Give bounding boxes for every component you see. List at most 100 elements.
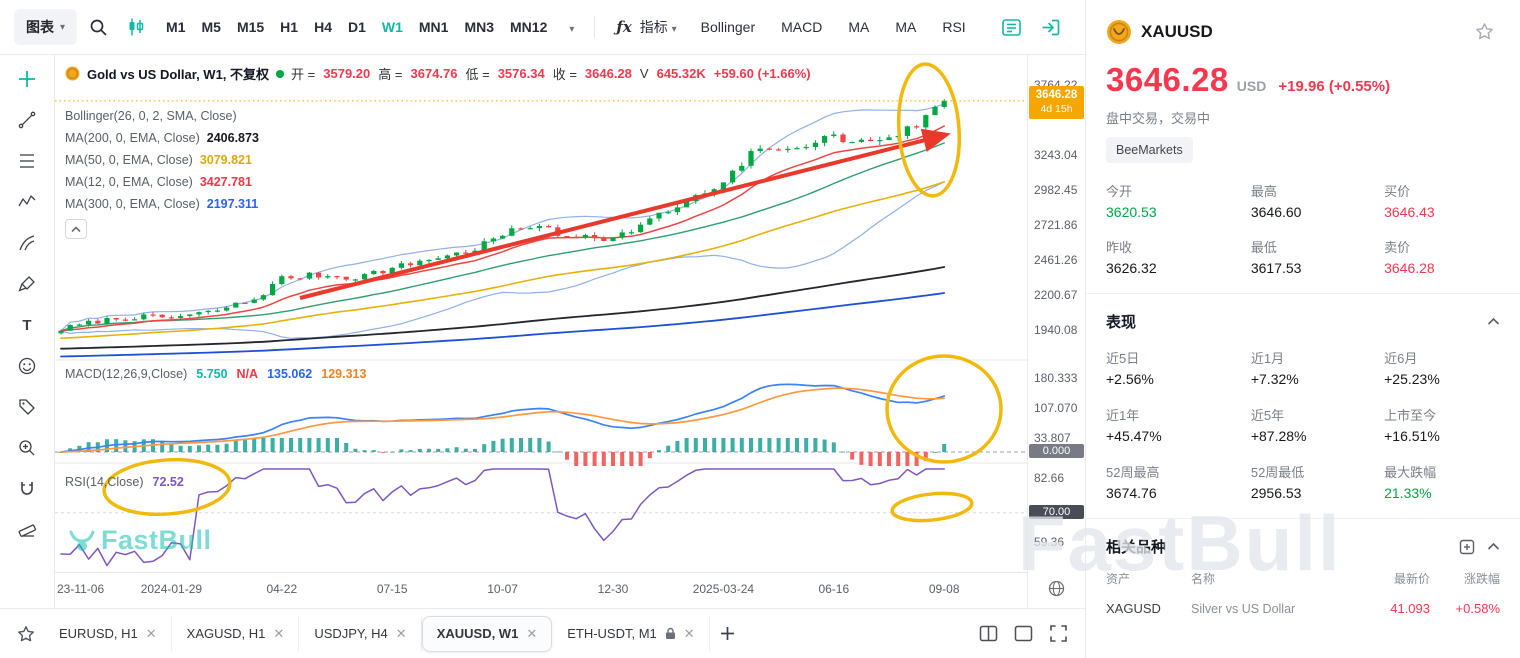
lock-icon	[665, 627, 676, 640]
performance-stat-value: +87.28%	[1250, 428, 1307, 444]
timeframe-m1[interactable]: M1	[158, 12, 193, 42]
axis-tick-label: 33.807	[1034, 431, 1071, 446]
performance-stat: 近6月 +25.23%	[1384, 348, 1500, 387]
axis-tick-label: 180.333	[1034, 370, 1078, 385]
favorites-star-icon[interactable]	[10, 618, 42, 650]
timeframe-mn1[interactable]: MN1	[411, 12, 457, 42]
tab-close-icon[interactable]: ✕	[526, 625, 538, 641]
indicators-button[interactable]: ƒx 指标 ▾	[607, 10, 685, 44]
toolbar-divider	[594, 16, 596, 38]
symbol-coin-icon	[1107, 19, 1131, 44]
performance-section-header[interactable]: 表现	[1106, 311, 1500, 332]
indicator-legend-row[interactable]: MA(12, 0, EMA, Close) 3427.781	[65, 171, 259, 193]
time-axis-label: 12-30	[597, 582, 629, 596]
performance-stat-value: +16.51%	[1384, 428, 1440, 444]
ohlc-value: +59.60 (+1.66%)	[713, 66, 811, 81]
time-axis-label: 06-16	[818, 582, 850, 596]
timeframe-d1[interactable]: D1	[340, 12, 374, 42]
legend-collapse-button[interactable]	[65, 219, 87, 239]
performance-stat-label: 52周最高	[1106, 465, 1160, 480]
tab-close-icon[interactable]: ✕	[683, 625, 695, 641]
related-name: Silver vs US Dollar	[1191, 601, 1296, 616]
indicator-button-ma[interactable]: MA	[839, 12, 878, 42]
tab-label: XAGUSD, H1	[186, 626, 266, 641]
fib-tool-icon[interactable]	[15, 149, 39, 173]
indicator-legend-row[interactable]: MA(200, 0, EMA, Close) 2406.873	[65, 127, 259, 149]
chart-tab-eurusd[interactable]: EURUSD, H1 ✕	[44, 615, 172, 652]
market-open-dot	[276, 69, 285, 78]
timeframe-m15[interactable]: M15	[229, 12, 272, 42]
timeframe-h4[interactable]: H4	[306, 12, 340, 42]
plus-tool-icon[interactable]	[15, 67, 39, 91]
chart-type-icon[interactable]	[120, 11, 152, 43]
favorite-star-icon[interactable]	[1469, 16, 1500, 47]
indicator-button-rsi[interactable]: RSI	[933, 12, 974, 42]
related-asset: XAGUSD	[1106, 601, 1161, 616]
timeframe-w1[interactable]: W1	[374, 12, 411, 42]
pitchfork-tool-icon[interactable]	[15, 231, 39, 255]
timeframe-more-button[interactable]: ▾	[561, 12, 582, 42]
multi-layout-icon[interactable]	[972, 617, 1005, 650]
tab-close-icon[interactable]: ✕	[145, 625, 157, 641]
related-detail-icon[interactable]	[1459, 539, 1475, 555]
macd-legend: MACD(12,26,9,Close) 5.750 N/A 135.062 129.31…	[65, 367, 367, 381]
svg-text:T: T	[22, 317, 31, 334]
measure-tool-icon[interactable]	[15, 518, 39, 542]
timezone-globe-icon[interactable]	[1048, 580, 1065, 597]
text-tool-icon[interactable]: T	[15, 313, 39, 337]
indicator-button-macd[interactable]: MACD	[772, 12, 831, 42]
chevron-up-icon	[71, 225, 81, 232]
wave-tool-icon[interactable]	[15, 190, 39, 214]
indicator-button-bollinger[interactable]: Bollinger	[692, 12, 764, 42]
chevron-up-icon	[1487, 542, 1500, 550]
price-axis[interactable]: 3646.28 4d 15h 0.000 70.00 3764.22 3243.0…	[1027, 55, 1086, 608]
performance-stat-value: 21.33%	[1384, 485, 1432, 501]
tab-close-icon[interactable]: ✕	[395, 625, 407, 641]
brush-tool-icon[interactable]	[15, 272, 39, 296]
price-chart-canvas[interactable]	[55, 55, 1027, 573]
performance-stat-label: 近1年	[1106, 408, 1140, 423]
panel-layout-icon[interactable]	[995, 11, 1028, 44]
indicator-legend-row[interactable]: MA(300, 0, EMA, Close) 2197.311	[65, 193, 259, 215]
timeframe-h1[interactable]: H1	[272, 12, 306, 42]
quote-stat-value: 3646.28	[1384, 260, 1435, 276]
quote-stat-label: 今开	[1106, 184, 1133, 199]
related-row[interactable]: XAGUSD Silver vs US Dollar 41.093 +0.58%	[1106, 601, 1500, 616]
chart-menu-button[interactable]: 图表 ▾	[14, 9, 78, 45]
legend-value: 3079.821	[199, 153, 252, 167]
last-price: 3646.28	[1106, 61, 1229, 98]
trendline-tool-icon[interactable]	[15, 108, 39, 132]
ohlc-value: 3579.20	[323, 66, 371, 81]
magnet-tool-icon[interactable]	[15, 477, 39, 501]
broker-chip[interactable]: BeeMarkets	[1106, 137, 1193, 163]
chart-tab-xagusd[interactable]: XAGUSD, H1 ✕	[172, 615, 300, 652]
indicator-button-ma-2[interactable]: MA	[886, 12, 925, 42]
chart-tab-eth-usdt[interactable]: ETH-USDT, M1 ✕	[552, 615, 710, 652]
timeframe-m5[interactable]: M5	[193, 12, 228, 42]
chart-area[interactable]: FastBull Gold vs US Dollar, W1, 不复权 开 = 3…	[55, 55, 1085, 608]
chart-tab-xauusd[interactable]: XAUUSD, W1 ✕	[421, 615, 553, 652]
time-axis-label: 23-11-06	[57, 582, 105, 596]
time-axis[interactable]: 23-11-06 2024-01-29 04-22 07-15 10-07 12-30 20…	[55, 573, 1027, 608]
emoji-tool-icon[interactable]	[15, 354, 39, 378]
indicator-legend-row[interactable]: Bollinger(26, 0, 2, SMA, Close)	[65, 105, 259, 127]
chart-tab-usdjpy[interactable]: USDJPY, H4 ✕	[299, 615, 422, 652]
performance-stat: 近5日 +2.56%	[1106, 348, 1251, 387]
add-chart-button[interactable]	[712, 618, 743, 649]
search-icon[interactable]	[83, 12, 114, 43]
ohlc-values: 开 = 3579.20 高 = 3674.76 低 = 3576.34 收 = 3646.28…	[291, 64, 811, 83]
open-in-icon[interactable]	[1034, 11, 1067, 44]
axis-tick-label: 2461.26	[1034, 253, 1078, 267]
related-section-header[interactable]: 相关品种	[1106, 536, 1500, 557]
zoom-tool-icon[interactable]	[15, 436, 39, 460]
indicator-legend-row[interactable]: MA(50, 0, EMA, Close) 3079.821	[65, 149, 259, 171]
tab-close-icon[interactable]: ✕	[273, 625, 285, 641]
single-layout-icon[interactable]	[1007, 617, 1040, 650]
timeframe-mn3[interactable]: MN3	[456, 12, 502, 42]
shapes-tool-icon[interactable]	[15, 395, 39, 419]
axis-tick-label: 3243.04	[1034, 147, 1078, 162]
timeframe-mn12[interactable]: MN12	[502, 12, 555, 42]
indicator-shortcuts: Bollinger MACD MA MA RSI	[692, 12, 975, 42]
axis-tick-label: 2982.45	[1034, 182, 1078, 197]
fullscreen-icon[interactable]	[1042, 617, 1075, 650]
